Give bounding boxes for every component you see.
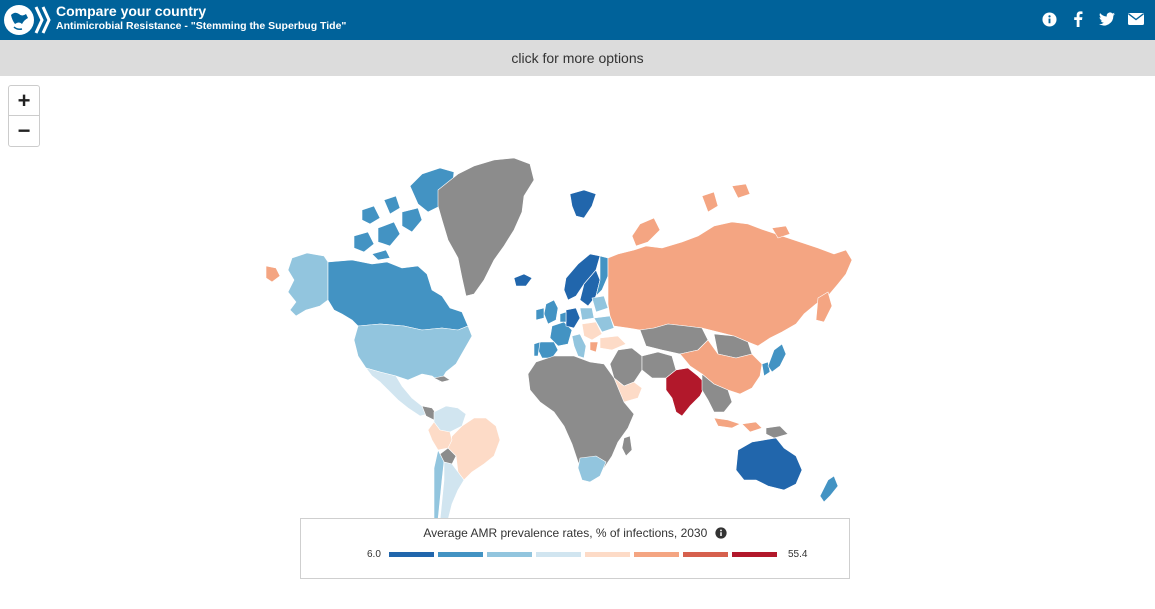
country-greece[interactable] — [589, 341, 599, 353]
legend-swatch — [683, 552, 728, 557]
page-title: Compare your country — [56, 3, 207, 19]
legend-min-value: 6.0 — [367, 549, 381, 560]
country-baltic-ukraine[interactable] — [591, 295, 615, 333]
country-australia[interactable] — [735, 437, 803, 491]
country-new-zealand[interactable] — [819, 475, 839, 503]
country-ireland[interactable] — [535, 307, 545, 321]
country-poland[interactable] — [579, 307, 595, 321]
country-canada[interactable] — [327, 259, 469, 331]
zoom-out-button[interactable]: − — [17, 118, 31, 143]
facebook-icon[interactable] — [1069, 10, 1087, 28]
legend-max-value: 55.4 — [788, 549, 808, 560]
legend-swatch — [389, 552, 434, 557]
country-russia-islands[interactable] — [631, 183, 791, 247]
country-russia[interactable] — [607, 221, 852, 347]
country-new-guinea[interactable] — [765, 425, 789, 439]
legend-color-scale — [389, 552, 777, 557]
legend-title: Average AMR prevalence rates, % of infec… — [423, 526, 708, 540]
more-options-bar[interactable]: click for more options — [0, 40, 1155, 76]
country-southeast-asia[interactable] — [701, 373, 733, 413]
oecd-logo-icon[interactable] — [2, 3, 54, 37]
country-africa[interactable] — [527, 355, 635, 477]
app-header: Compare your country Antimicrobial Resis… — [0, 0, 1155, 40]
country-russia-kamchatka[interactable] — [815, 291, 833, 323]
zoom-control: + − — [8, 85, 40, 147]
country-turkey[interactable] — [599, 335, 627, 351]
legend-swatch — [438, 552, 483, 557]
country-indonesia[interactable] — [713, 417, 763, 433]
info-icon[interactable] — [1040, 10, 1058, 28]
country-japan[interactable] — [767, 343, 787, 373]
zoom-in-button[interactable]: + — [9, 86, 39, 116]
country-argentina[interactable] — [439, 461, 465, 520]
legend-swatch — [732, 552, 777, 557]
legend-swatch — [536, 552, 581, 557]
legend-swatch — [585, 552, 630, 557]
info-icon[interactable] — [715, 527, 727, 542]
country-india[interactable] — [665, 367, 707, 417]
country-uk[interactable] — [543, 299, 559, 325]
map-legend: Average AMR prevalence rates, % of infec… — [300, 518, 850, 579]
twitter-icon[interactable] — [1098, 10, 1116, 28]
legend-swatch — [634, 552, 679, 557]
country-norway-svalbard[interactable] — [569, 189, 597, 219]
country-canada-islands[interactable] — [353, 167, 455, 261]
country-greenland[interactable] — [437, 157, 535, 297]
country-italy[interactable] — [571, 333, 587, 359]
legend-title-row: Average AMR prevalence rates, % of infec… — [301, 526, 849, 542]
country-madagascar[interactable] — [621, 435, 633, 457]
country-mexico[interactable] — [365, 367, 429, 417]
country-iceland[interactable] — [513, 273, 533, 287]
country-spain[interactable] — [537, 341, 559, 359]
header-icons — [1040, 10, 1145, 28]
country-portugal[interactable] — [533, 341, 541, 357]
country-germany[interactable] — [565, 307, 581, 329]
world-map[interactable] — [262, 150, 852, 520]
legend-swatch — [487, 552, 532, 557]
country-kazakhstan[interactable] — [639, 323, 709, 355]
country-south-africa[interactable] — [577, 455, 607, 483]
country-chile[interactable] — [433, 449, 445, 520]
email-icon[interactable] — [1127, 10, 1145, 28]
more-options-label[interactable]: click for more options — [511, 50, 644, 66]
country-balkans[interactable] — [581, 321, 603, 341]
page-subtitle: Antimicrobial Resistance - "Stemming the… — [56, 20, 347, 32]
country-benelux[interactable] — [559, 311, 567, 323]
country-russia-west-edge[interactable] — [265, 265, 281, 283]
country-usa-alaska[interactable] — [287, 252, 329, 317]
